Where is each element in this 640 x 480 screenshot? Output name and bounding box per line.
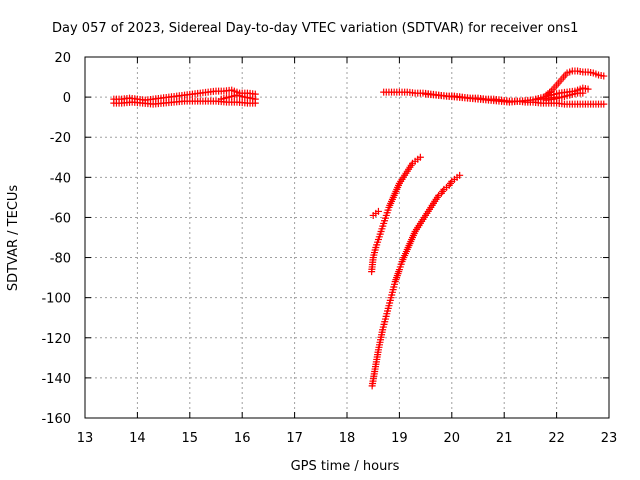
y-tick-label: -40 [50, 171, 71, 186]
y-tick-label: -160 [41, 412, 71, 427]
x-tick-label: 19 [391, 431, 408, 446]
x-tick-label: 17 [286, 431, 303, 446]
data-series [110, 97, 259, 108]
data-series [368, 171, 464, 390]
x-tick-label: 13 [77, 431, 94, 446]
x-tick-label: 16 [234, 431, 251, 446]
data-point [374, 207, 382, 215]
x-tick-label: 15 [182, 431, 199, 446]
data-points [110, 67, 608, 390]
x-tick-label: 18 [339, 431, 356, 446]
data-series [368, 153, 424, 276]
x-tick-label: 22 [548, 431, 565, 446]
data-point [416, 153, 424, 161]
y-tick-label: -60 [50, 211, 71, 226]
x-tick-label: 21 [496, 431, 513, 446]
x-tick-label: 14 [129, 431, 146, 446]
data-point [456, 171, 464, 179]
data-series [542, 89, 587, 104]
axis-ticks: 13 14 15 16 17 18 19 20 21 22 23 20 0 -20 -40 -60 -80 -10… [41, 51, 617, 446]
y-tick-label: 20 [54, 51, 71, 66]
grid [85, 57, 609, 418]
x-tick-label: 20 [444, 431, 461, 446]
y-tick-label: -120 [41, 332, 71, 347]
data-point [251, 95, 259, 103]
y-tick-label: -100 [41, 292, 71, 307]
y-tick-label: 0 [63, 91, 71, 106]
data-point [579, 89, 587, 97]
data-series [369, 207, 382, 219]
x-axis-label: GPS time / hours [291, 459, 400, 474]
data-point [600, 72, 608, 80]
y-axis-label: SDTVAR / TECUs [6, 185, 21, 292]
x-tick-label: 23 [601, 431, 618, 446]
y-tick-label: -20 [50, 131, 71, 146]
data-point [600, 100, 608, 108]
data-point [584, 85, 592, 93]
data-series [217, 91, 259, 103]
chart-title: Day 057 of 2023, Sidereal Day-to-day VTE… [52, 21, 578, 36]
y-tick-label: -140 [41, 372, 71, 387]
y-tick-label: -80 [50, 252, 71, 267]
